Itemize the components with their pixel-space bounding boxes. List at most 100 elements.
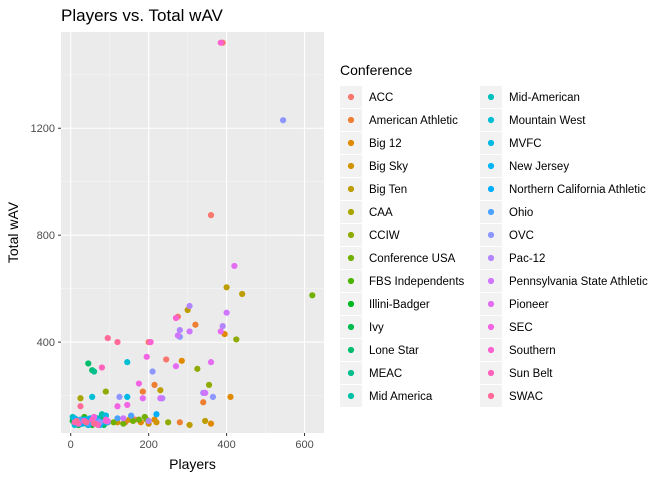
legend-swatch bbox=[487, 116, 495, 124]
data-point bbox=[85, 360, 92, 367]
data-point bbox=[143, 353, 150, 360]
legend-swatch bbox=[487, 323, 495, 331]
legend-label: Mountain West bbox=[509, 115, 586, 127]
x-axis: 0 200 400 600 bbox=[68, 433, 314, 451]
data-point bbox=[104, 334, 111, 342]
y-tick-label: 1200 bbox=[31, 123, 55, 135]
x-tick-label: 400 bbox=[217, 439, 235, 451]
data-point bbox=[194, 365, 201, 372]
data-point bbox=[186, 302, 193, 310]
data-point bbox=[98, 364, 106, 371]
legend-label: MVFC bbox=[509, 138, 542, 150]
x-tick-label: 200 bbox=[139, 439, 157, 451]
data-point bbox=[223, 309, 230, 316]
data-point bbox=[135, 380, 143, 387]
legend-label: Big 12 bbox=[369, 138, 402, 150]
data-point bbox=[200, 399, 207, 406]
data-point bbox=[153, 419, 160, 426]
data-point bbox=[209, 393, 217, 401]
legend-label: SEC bbox=[509, 322, 533, 334]
chart-title: Players vs. Total wAV bbox=[61, 6, 224, 25]
data-point bbox=[77, 395, 84, 402]
legend-swatch bbox=[347, 208, 355, 216]
data-point bbox=[129, 417, 137, 425]
data-point bbox=[186, 328, 193, 335]
y-tick-label: 400 bbox=[37, 337, 55, 349]
data-point bbox=[124, 401, 131, 409]
legend-label: CAA bbox=[369, 207, 393, 219]
x-axis-title: Players bbox=[169, 456, 216, 472]
legend-label: Big Sky bbox=[369, 161, 408, 173]
legend-swatch bbox=[487, 93, 495, 101]
legend-swatch bbox=[347, 300, 355, 308]
data-point bbox=[145, 417, 152, 425]
plot-panel bbox=[61, 32, 324, 433]
legend-swatch bbox=[487, 162, 495, 170]
legend-swatch bbox=[487, 277, 495, 285]
legend-swatch bbox=[347, 231, 355, 239]
legend: Conference ACC American Athletic Big 12 Big… bbox=[340, 62, 648, 407]
legend-label: Northern California Athletic bbox=[509, 184, 646, 196]
data-points bbox=[69, 39, 316, 429]
legend-label: New Jersey bbox=[509, 161, 569, 173]
legend-swatch bbox=[347, 392, 355, 400]
data-point bbox=[239, 290, 246, 298]
legend-swatch bbox=[487, 254, 495, 262]
data-point bbox=[279, 117, 287, 124]
legend-swatch bbox=[487, 392, 495, 400]
data-point bbox=[207, 420, 215, 427]
data-point bbox=[91, 368, 98, 375]
data-point bbox=[147, 339, 154, 346]
legend-label: Big Ten bbox=[369, 184, 407, 196]
grid-minor bbox=[61, 32, 324, 433]
legend-label: Southern bbox=[509, 345, 556, 357]
data-point bbox=[176, 419, 183, 426]
data-point bbox=[172, 363, 180, 370]
data-point bbox=[202, 389, 209, 396]
legend-label: Illini-Badger bbox=[369, 299, 430, 311]
x-tick-label: 600 bbox=[295, 439, 313, 451]
legend-swatch bbox=[487, 346, 495, 354]
grid-major bbox=[61, 32, 324, 433]
data-point bbox=[102, 388, 109, 395]
data-point bbox=[114, 415, 121, 422]
legend-swatch bbox=[347, 277, 355, 285]
data-point bbox=[157, 387, 164, 394]
data-point bbox=[178, 357, 185, 364]
data-point bbox=[223, 284, 230, 291]
legend-label: Mid America bbox=[369, 391, 433, 403]
data-point bbox=[176, 326, 183, 334]
data-point bbox=[217, 39, 224, 46]
legend-title: Conference bbox=[340, 62, 413, 78]
legend-swatch bbox=[487, 208, 495, 216]
data-point bbox=[207, 212, 215, 219]
legend-swatch bbox=[347, 185, 355, 193]
legend-label: Conference USA bbox=[369, 253, 456, 265]
data-point bbox=[135, 416, 143, 423]
legend-swatch bbox=[487, 369, 495, 377]
x-tick-label: 0 bbox=[68, 439, 74, 451]
data-point bbox=[153, 411, 160, 418]
legend-label: Pennsylvania State Athletic bbox=[509, 276, 648, 288]
legend-label: CCIW bbox=[369, 230, 400, 242]
data-point bbox=[202, 417, 209, 425]
data-point bbox=[227, 393, 234, 401]
data-point bbox=[174, 332, 181, 339]
legend-swatch bbox=[347, 162, 355, 170]
data-point bbox=[141, 413, 148, 421]
data-point bbox=[124, 393, 131, 401]
data-point bbox=[205, 381, 213, 388]
legend-swatch bbox=[347, 323, 355, 331]
data-point bbox=[89, 393, 96, 401]
data-point bbox=[139, 388, 146, 395]
data-point bbox=[124, 359, 131, 366]
legend-items: ACC American Athletic Big 12 Big Sky Big Ten… bbox=[340, 86, 648, 407]
data-point bbox=[116, 393, 123, 401]
data-point bbox=[172, 314, 180, 322]
data-point bbox=[91, 420, 98, 427]
legend-label: Pac-12 bbox=[509, 253, 545, 265]
data-point bbox=[231, 262, 238, 270]
data-point bbox=[192, 321, 199, 328]
y-axis-title: Total wAV bbox=[5, 201, 21, 263]
